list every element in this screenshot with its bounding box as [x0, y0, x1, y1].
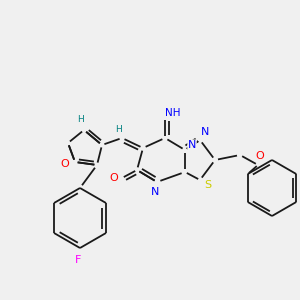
Text: N: N: [201, 127, 209, 137]
Text: H: H: [115, 124, 122, 134]
Text: N: N: [151, 187, 159, 197]
Text: O: O: [110, 173, 118, 183]
Text: O: O: [61, 159, 69, 169]
Text: N: N: [188, 140, 196, 150]
Text: H: H: [76, 116, 83, 124]
Text: S: S: [204, 180, 211, 190]
Text: F: F: [75, 255, 81, 265]
Text: O: O: [256, 151, 264, 161]
Text: NH: NH: [165, 108, 181, 118]
